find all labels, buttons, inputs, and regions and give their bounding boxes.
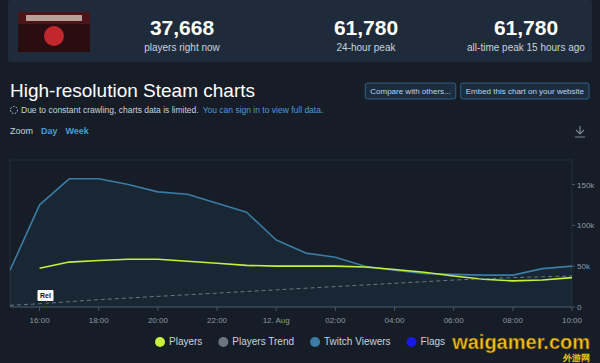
notice-icon: [11, 107, 18, 114]
x-tick-label: 06:00: [444, 316, 465, 325]
button-label[interactable]: Compare with others...: [370, 87, 450, 96]
watermark-sub: 外游网: [562, 353, 590, 363]
legend-swatch: [218, 337, 228, 347]
legend-label: Players Trend: [232, 336, 294, 347]
watermark: waigamer.com: [451, 331, 590, 353]
x-tick-label: 20:00: [148, 316, 169, 325]
legend-swatch: [310, 337, 320, 347]
thumb-band: [18, 12, 90, 24]
y-tick-label: 50k: [577, 262, 591, 271]
x-tick: [512, 307, 513, 311]
zoom-option[interactable]: Week: [66, 126, 90, 136]
plot-marks: [10, 179, 572, 307]
chart-title: High-resolution Steam charts: [10, 80, 255, 101]
background: [0, 0, 600, 363]
stat-value: 61,780: [334, 16, 398, 39]
stat-label: all-time peak 15 hours ago: [467, 42, 585, 53]
y-tick-label: 100k: [577, 221, 595, 230]
x-tick: [572, 307, 573, 311]
plot-frame: [10, 160, 572, 307]
y-tick-label: 0: [577, 303, 582, 312]
x-tick-label: 08:00: [503, 316, 524, 325]
y-tick: [572, 266, 575, 267]
zoom-label: Zoom: [10, 126, 33, 136]
x-tick-label: 18:00: [89, 316, 110, 325]
x-tick-label: 12. Aug: [263, 316, 290, 325]
header-box: [8, 0, 592, 62]
legend: Players Players Trend Twitch Viewers Flags: [155, 336, 445, 347]
series-area: [10, 179, 572, 307]
stat-label: 24-hour peak: [337, 42, 397, 53]
series-line: [40, 259, 572, 281]
legend-swatch: [407, 337, 417, 347]
x-tick: [453, 307, 454, 311]
x-tick-label: 04:00: [385, 316, 406, 325]
thumb-bg: [18, 12, 90, 52]
button[interactable]: Compare with others...: [365, 83, 455, 99]
x-tick-label: 16:00: [30, 316, 51, 325]
x-tick: [394, 307, 395, 311]
x-tick: [157, 307, 158, 311]
x-tick: [98, 307, 99, 311]
x-tick: [39, 307, 40, 311]
series-line: [10, 276, 572, 305]
legend-swatch: [155, 337, 165, 347]
notice-link[interactable]: You can sign in to view full data.: [203, 105, 324, 115]
button-box[interactable]: [365, 83, 455, 99]
thumb-logo: [26, 15, 82, 21]
x-tick: [276, 307, 277, 311]
x-tick-label: 22:00: [207, 316, 228, 325]
stat-value: 37,668: [150, 16, 215, 39]
legend-label: Twitch Viewers: [324, 336, 391, 347]
button[interactable]: Embed this chart on your website: [461, 83, 589, 99]
x-tick: [217, 307, 218, 311]
flag-label: Rel: [40, 292, 51, 299]
game-thumbnail: [18, 12, 90, 52]
zoom-option[interactable]: Day: [41, 126, 58, 136]
x-tick: [335, 307, 336, 311]
button-label[interactable]: Embed this chart on your website: [466, 87, 585, 96]
x-tick-label: 02:00: [325, 316, 346, 325]
legend-label: Flags: [421, 336, 445, 347]
stat-label: players right now: [144, 42, 220, 53]
x-tick-label: 10:00: [562, 316, 583, 325]
stat-value: 61,780: [494, 16, 558, 39]
notice: Due to constant crawling, charts data is…: [21, 105, 199, 115]
y-tick-label: 150k: [577, 181, 595, 190]
y-tick: [572, 184, 575, 185]
download-icon[interactable]: [575, 126, 585, 137]
legend-label: Players: [169, 336, 202, 347]
download-glyph: [575, 126, 585, 137]
button-box[interactable]: [461, 83, 589, 99]
flag: [37, 290, 53, 301]
y-tick: [572, 225, 575, 226]
thumb-emblem: [44, 26, 64, 46]
page: 37,668 players right now 61,780 24-hour pea…: [0, 0, 600, 363]
